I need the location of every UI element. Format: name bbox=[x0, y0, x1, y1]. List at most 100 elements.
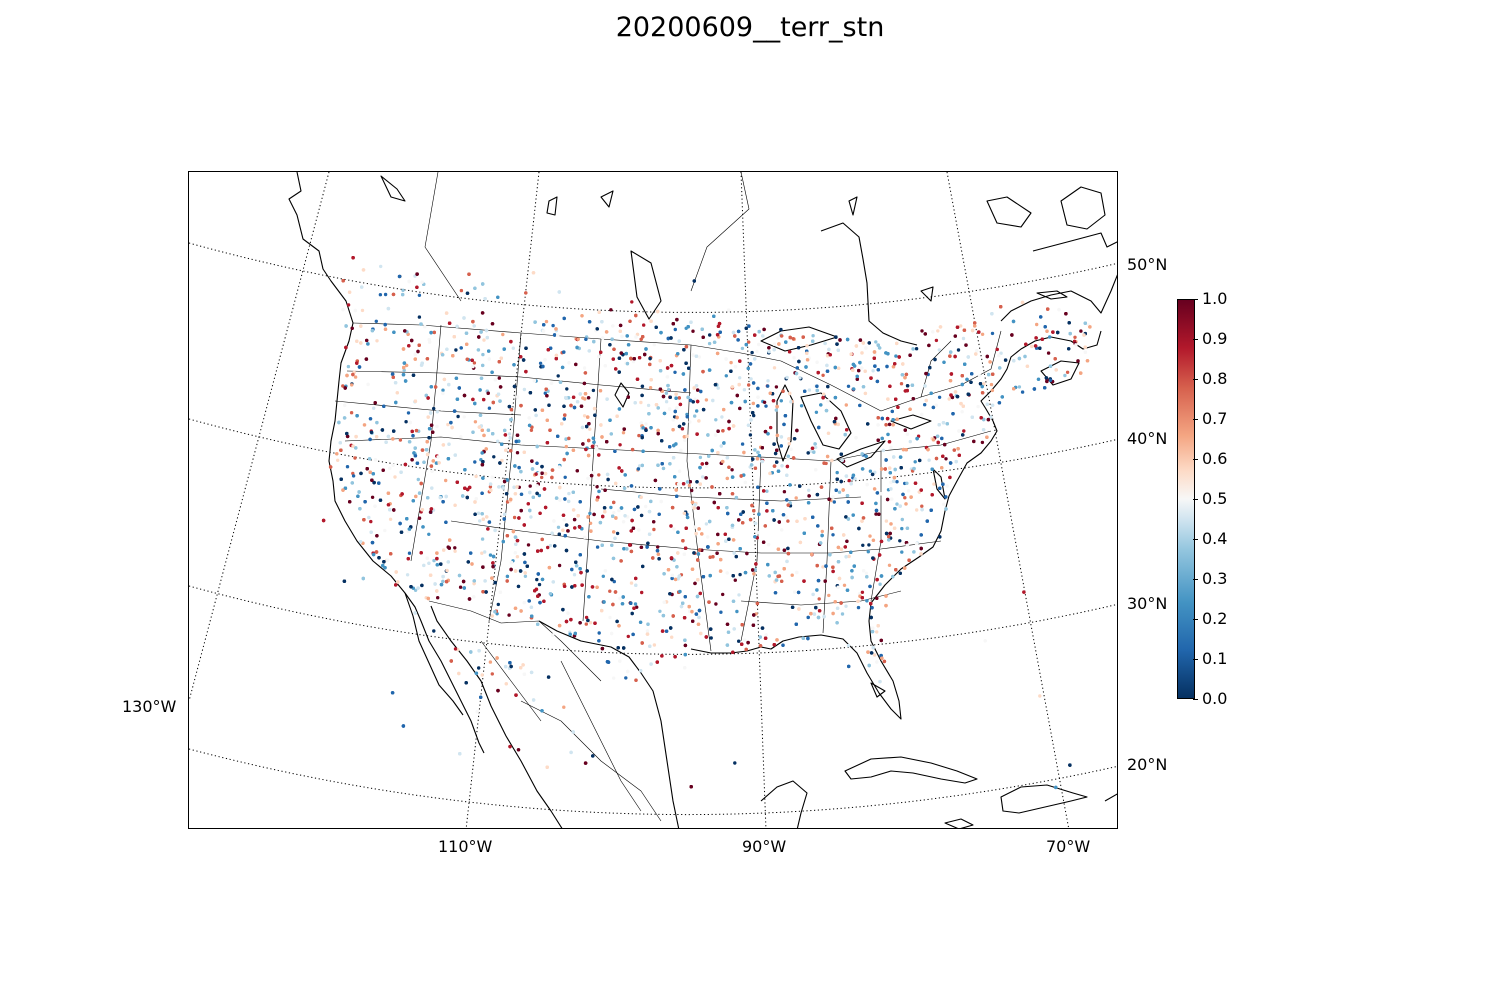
station-dot bbox=[688, 480, 692, 484]
station-dot bbox=[346, 364, 351, 369]
station-dot bbox=[449, 420, 453, 425]
station-dot bbox=[631, 526, 636, 530]
station-dot bbox=[1068, 331, 1072, 336]
station-dot bbox=[1039, 315, 1043, 319]
station-dot bbox=[542, 599, 546, 603]
station-dot bbox=[983, 639, 987, 643]
station-dot bbox=[999, 351, 1003, 355]
station-dot bbox=[656, 463, 660, 467]
station-dot bbox=[664, 391, 669, 395]
station-dot bbox=[357, 365, 362, 369]
station-dot bbox=[383, 528, 387, 533]
station-dot bbox=[918, 458, 922, 463]
station-dot bbox=[641, 335, 645, 339]
station-dot bbox=[382, 560, 386, 564]
station-dot bbox=[401, 724, 406, 728]
station-dot bbox=[519, 469, 523, 474]
station-dot bbox=[959, 324, 963, 328]
station-dot bbox=[582, 381, 587, 386]
station-dot bbox=[796, 346, 801, 350]
station-dot bbox=[806, 615, 810, 620]
station-dot bbox=[622, 547, 626, 551]
station-dot bbox=[390, 372, 395, 376]
station-dot bbox=[411, 373, 416, 377]
station-dot bbox=[892, 475, 897, 480]
station-dot bbox=[816, 615, 821, 620]
station-dot bbox=[633, 401, 637, 405]
station-dot bbox=[601, 514, 605, 519]
station-dot bbox=[765, 501, 769, 505]
station-dot bbox=[586, 476, 590, 481]
station-dot bbox=[696, 506, 700, 510]
station-dot bbox=[847, 478, 851, 483]
station-dot bbox=[698, 548, 702, 552]
station-dot bbox=[752, 613, 756, 617]
station-dot bbox=[375, 534, 379, 538]
station-dot bbox=[930, 467, 934, 471]
station-dot bbox=[435, 424, 439, 429]
station-dot bbox=[594, 445, 598, 450]
station-dot bbox=[486, 428, 491, 432]
station-dot bbox=[1038, 694, 1042, 698]
station-dot bbox=[351, 372, 355, 377]
station-dot bbox=[441, 574, 445, 579]
station-dot bbox=[638, 620, 643, 624]
station-dot bbox=[909, 495, 913, 499]
station-dot bbox=[457, 671, 461, 676]
station-dot bbox=[608, 343, 612, 347]
station-dot bbox=[383, 292, 388, 297]
station-dot bbox=[856, 605, 861, 610]
station-dot bbox=[515, 555, 520, 559]
station-dot bbox=[563, 475, 567, 479]
station-dot bbox=[399, 470, 403, 474]
station-dot bbox=[815, 384, 819, 388]
station-dot bbox=[401, 373, 406, 377]
station-dot bbox=[522, 387, 527, 392]
station-dot bbox=[454, 348, 458, 352]
station-dot bbox=[486, 527, 490, 531]
station-dot bbox=[673, 475, 677, 479]
station-dot bbox=[425, 452, 430, 457]
station-dot bbox=[481, 363, 485, 368]
station-dot bbox=[887, 422, 892, 427]
station-dot bbox=[798, 540, 803, 545]
station-dot bbox=[707, 341, 712, 346]
map-panel[interactable] bbox=[188, 171, 1118, 829]
station-dot bbox=[368, 417, 373, 421]
station-dot bbox=[879, 467, 884, 471]
station-dot bbox=[429, 385, 433, 389]
station-dot bbox=[629, 581, 634, 585]
station-dot bbox=[797, 359, 801, 364]
station-dot bbox=[540, 408, 545, 412]
station-dot bbox=[646, 622, 650, 626]
station-dot bbox=[508, 744, 512, 749]
station-dot bbox=[753, 448, 757, 452]
station-dot bbox=[774, 578, 779, 582]
station-dot bbox=[373, 401, 377, 405]
station-dot bbox=[369, 519, 373, 524]
station-dot bbox=[600, 646, 605, 651]
station-dot bbox=[707, 600, 711, 604]
station-dot bbox=[547, 403, 551, 407]
station-dot bbox=[1020, 300, 1025, 305]
station-dot bbox=[880, 416, 884, 421]
station-dot bbox=[472, 579, 476, 583]
station-dot bbox=[562, 584, 567, 588]
station-dot bbox=[753, 466, 758, 470]
station-dot bbox=[660, 439, 664, 443]
station-dot bbox=[938, 325, 943, 329]
station-dot bbox=[733, 578, 737, 582]
station-dot bbox=[814, 445, 818, 450]
station-dot bbox=[459, 346, 463, 350]
station-dot bbox=[944, 457, 948, 461]
station-dot bbox=[509, 339, 513, 344]
station-dot bbox=[603, 488, 607, 492]
station-dot bbox=[462, 316, 466, 320]
station-dot bbox=[767, 350, 771, 354]
station-dot bbox=[584, 447, 588, 452]
station-dot bbox=[1048, 378, 1053, 382]
station-dot bbox=[785, 559, 789, 564]
station-dot bbox=[818, 541, 823, 545]
station-dot bbox=[670, 505, 675, 510]
station-dot bbox=[755, 601, 760, 606]
